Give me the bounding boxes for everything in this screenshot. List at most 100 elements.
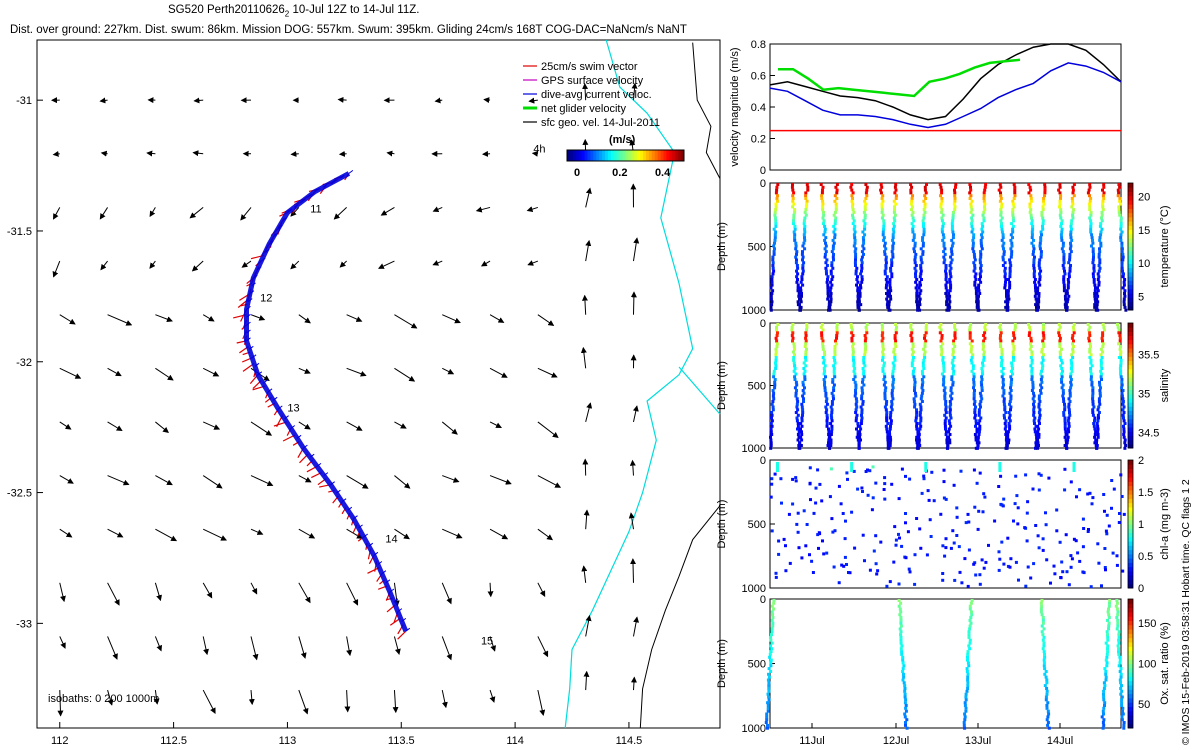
- section-data-point: [772, 227, 776, 231]
- section-data-point: [940, 227, 944, 231]
- section-data-point: [891, 238, 895, 242]
- section-data-point: [1119, 219, 1123, 223]
- section-data-point: [881, 350, 885, 354]
- section-data-point: [1008, 269, 1012, 273]
- section-data-point: [1047, 712, 1051, 716]
- section-data-point: [1002, 241, 1006, 245]
- section-data-point: [1096, 433, 1100, 436]
- section-data-point: [791, 188, 795, 192]
- section-data-point: [885, 297, 889, 301]
- surface-velocity-arrow: [59, 314, 76, 325]
- section-data-point: [795, 258, 798, 262]
- section-data-point: [951, 364, 955, 368]
- section-colorbar-cell: [1128, 280, 1133, 286]
- section-data-point: [1032, 402, 1035, 406]
- section-data-point: [899, 641, 903, 645]
- section-data-point: [980, 233, 983, 237]
- section-data-point: [1032, 264, 1036, 267]
- section-data-point: [1000, 375, 1004, 379]
- section-data-point: [975, 481, 979, 485]
- section-data-point: [823, 380, 827, 384]
- section-data-point: [913, 380, 917, 384]
- section-data-point: [1107, 607, 1110, 611]
- section-data-point: [968, 328, 972, 332]
- section-data-point: [942, 367, 946, 370]
- section-data-point: [804, 350, 808, 354]
- section-data-point: [856, 433, 860, 436]
- colorbar-cell: [669, 150, 673, 161]
- section-data-point: [968, 627, 972, 631]
- section-data-point: [913, 553, 917, 557]
- section-data-point: [918, 402, 922, 406]
- section-data-point: [1008, 258, 1012, 262]
- section-data-point: [1065, 305, 1069, 309]
- colorbar-cell: [651, 150, 656, 161]
- section-data-point: [977, 441, 981, 445]
- section-data-point: [943, 424, 947, 428]
- section-data-point: [1096, 435, 1100, 439]
- section-colorbar-cell: [1128, 502, 1133, 508]
- surface-velocity-arrow: [202, 636, 209, 656]
- section-data-point: [769, 422, 773, 425]
- section-data-point: [805, 325, 809, 329]
- section-data-point: [1066, 427, 1070, 431]
- section-data-point: [942, 480, 946, 484]
- section-data-point: [1086, 191, 1090, 195]
- section-colorbar-cell: [1128, 297, 1133, 303]
- section-data-point: [770, 413, 774, 417]
- section-data-point: [822, 367, 826, 370]
- section-data-point: [1105, 630, 1109, 634]
- section-data-point: [954, 183, 958, 186]
- section-data-point: [884, 247, 888, 251]
- section-data-point: [1117, 635, 1121, 639]
- section-colorbar-cell: [1128, 410, 1133, 416]
- section-data-point: [951, 358, 955, 362]
- section-data-point: [793, 347, 796, 351]
- section-data-point: [942, 468, 946, 472]
- section-data-point: [852, 227, 856, 231]
- section-colorbar-cell: [1128, 343, 1133, 349]
- section-data-point: [1069, 241, 1072, 245]
- surface-velocity-arrow: [146, 150, 156, 157]
- section-data-point: [915, 438, 918, 442]
- section-data-point: [1063, 435, 1067, 439]
- section-data-point: [1028, 331, 1032, 335]
- section-data-point: [1102, 681, 1106, 685]
- section-data-point: [942, 261, 946, 265]
- section-data-point: [1058, 353, 1062, 357]
- section-data-point: [1036, 286, 1040, 290]
- section-data-point: [772, 269, 776, 273]
- section-data-point: [939, 194, 942, 198]
- section-data-point: [922, 477, 926, 481]
- surface-velocity-arrow: [531, 150, 539, 157]
- section-data-point: [1117, 208, 1121, 212]
- section-data-point: [886, 300, 890, 304]
- section-data-point: [832, 367, 836, 370]
- surface-velocity-arrow: [527, 260, 539, 266]
- section-data-point: [834, 208, 838, 212]
- section-colorbar-cell: [1128, 575, 1133, 580]
- section-data-point: [833, 227, 837, 231]
- section-data-point: [797, 292, 801, 295]
- section-data-point: [1030, 219, 1034, 223]
- map-y-tick-label: -31: [16, 95, 32, 107]
- section-data-point: [922, 353, 926, 357]
- section-colorbar-cell: [1128, 723, 1133, 729]
- section-data-point: [886, 444, 890, 447]
- section-data-point: [868, 469, 872, 473]
- section-data-point: [879, 191, 883, 195]
- section-data-point: [1006, 300, 1010, 304]
- section-data-point: [924, 325, 928, 329]
- section-colorbar-frame: [1127, 459, 1134, 589]
- section-data-point: [881, 233, 885, 237]
- section-data-point: [1117, 641, 1121, 645]
- section-data-point: [999, 197, 1003, 200]
- section-data-point: [922, 474, 926, 478]
- section-data-point: [880, 323, 884, 326]
- section-data-point: [1120, 247, 1124, 251]
- section-data-point: [851, 202, 855, 206]
- section-data-point: [885, 283, 888, 287]
- section-data-point: [1123, 438, 1127, 442]
- section-data-point: [880, 334, 884, 337]
- section-data-point: [1102, 687, 1106, 690]
